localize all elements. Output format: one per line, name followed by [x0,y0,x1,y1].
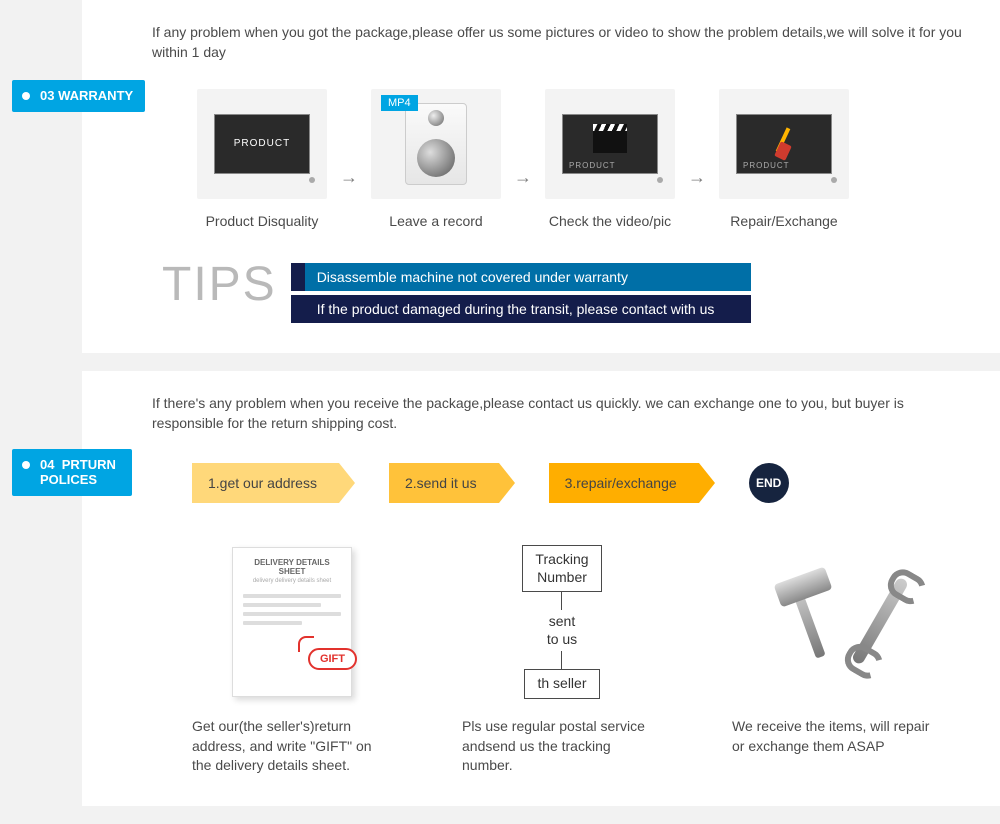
warranty-step-4-caption: Repair/Exchange [714,213,854,229]
return-card-2: Tracking Number sent to us th seller Pls… [462,547,662,776]
warranty-step-1: PRODUCT Product Disquality [192,89,332,229]
delivery-sheet-icon: DELIVERY DETAILS SHEET delivery delivery… [232,547,352,697]
tips-block: TIPS Disassemble machine not covered und… [162,257,970,323]
warranty-steps: PRODUCT Product Disquality → MP4 Leave a… [192,89,970,229]
return-intro: If there's any problem when you receive … [152,393,970,434]
warranty-step-3: PRODUCT Check the video/pic [540,89,680,229]
arrow-right-icon: → [688,167,706,188]
warranty-step-4: PRODUCT Repair/Exchange [714,89,854,229]
gift-label: GIFT [308,648,357,670]
flow-step-1: 1.get our address [192,463,339,503]
return-card-2-text: Pls use regular postal service andsend u… [462,717,662,776]
return-cards: DELIVERY DETAILS SHEET delivery delivery… [192,547,970,776]
return-tag: 04 PRTURN POLICES [12,449,132,496]
tips-title: TIPS [162,257,277,312]
repair-screen-icon: PRODUCT [736,114,832,174]
product-screen-icon: PRODUCT [214,114,310,174]
flow-step-2: 2.send it us [389,463,499,503]
mp4-badge: MP4 [381,95,418,111]
warranty-step-1-caption: Product Disquality [192,213,332,229]
speaker-icon [405,103,467,185]
return-card-3-text: We receive the items, will repair or exc… [732,717,932,756]
tip-1: Disassemble machine not covered under wa… [291,263,751,291]
tip-2: If the product damaged during the transi… [291,295,751,323]
arrow-right-icon: → [340,167,358,188]
warranty-intro: If any problem when you got the package,… [152,22,970,63]
return-flow: 1.get our address 2.send it us 3.repair/… [192,459,970,507]
tracking-box-bottom: th seller [524,669,599,699]
tracking-mid-label: sent to us [547,613,577,648]
tools-icon [772,567,892,677]
arrow-right-icon: → [514,167,532,188]
warranty-step-2-caption: Leave a record [366,213,506,229]
warranty-section: 03 WARRANTY If any problem when you got … [82,0,1000,353]
return-card-1-text: Get our(the seller's)return address, and… [192,717,392,776]
flow-end: END [749,463,789,503]
flow-step-3: 3.repair/exchange [549,463,699,503]
warranty-tag: 03 WARRANTY [12,80,145,112]
warranty-step-2: MP4 Leave a record [366,89,506,229]
return-card-1: DELIVERY DETAILS SHEET delivery delivery… [192,547,392,776]
warranty-step-3-caption: Check the video/pic [540,213,680,229]
video-screen-icon: PRODUCT [562,114,658,174]
return-card-3: We receive the items, will repair or exc… [732,547,932,776]
tracking-diagram-icon: Tracking Number sent to us th seller [522,545,601,699]
return-section: 04 PRTURN POLICES If there's any problem… [82,371,1000,806]
tracking-box-top: Tracking Number [522,545,601,592]
